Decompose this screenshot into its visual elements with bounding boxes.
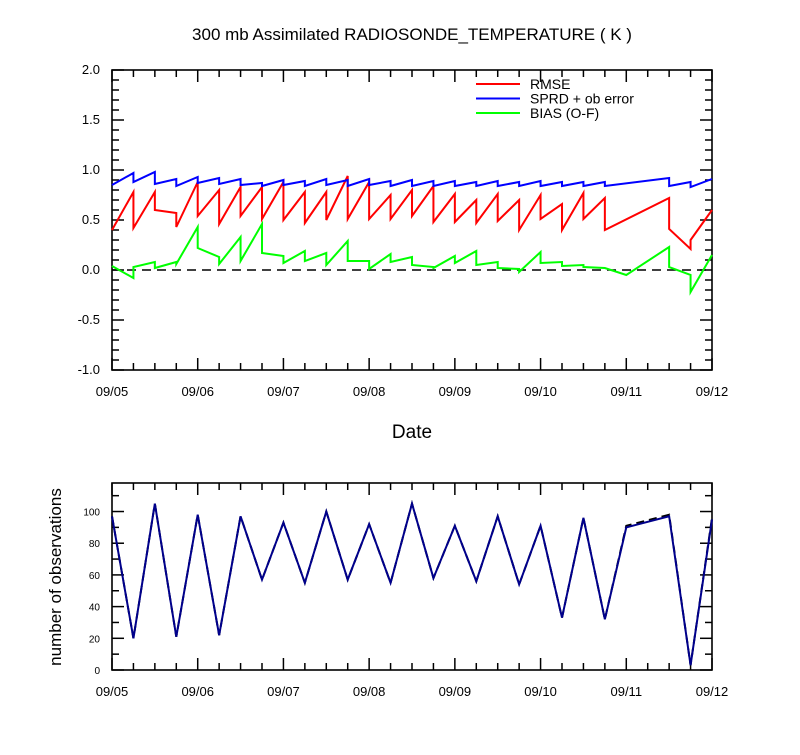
y-tick-label: 100 — [83, 508, 100, 519]
x-tick-label: 09/11 — [610, 684, 642, 699]
legend-label: BIAS (O-F) — [530, 105, 599, 121]
x-tick-label: 09/06 — [181, 384, 214, 399]
x-tick-label: 09/10 — [524, 384, 557, 399]
series-line-possible — [111, 499, 713, 666]
top-chart-title: 300 mb Assimilated RADIOSONDE_TEMPERATUR… — [192, 25, 632, 44]
y-tick-label: -1.0 — [78, 362, 100, 377]
x-tick-label: 09/08 — [353, 684, 386, 699]
x-tick-label: 09/12 — [696, 684, 729, 699]
legend-label: RMSE — [530, 76, 570, 92]
plot-frame — [111, 69, 713, 371]
series-line-used — [111, 499, 713, 666]
y-tick-label: 0.0 — [82, 262, 100, 277]
y-tick-label: 1.0 — [82, 162, 100, 177]
top-plot-area: 09/05 09/06 09/07 09/08 09/09 09/10 09/11 09/12… — [78, 62, 729, 399]
y-tick-label: 0 — [94, 666, 100, 677]
y-tick-label: 1.5 — [82, 112, 100, 127]
x-tick-label: 09/06 — [181, 684, 214, 699]
y-tick-label: 0.5 — [82, 212, 100, 227]
x-tick-label: 09/05 — [96, 684, 129, 699]
series-line-rmse — [111, 175, 713, 252]
x-tick-label: 09/05 — [96, 384, 129, 399]
legend-label: SPRD + ob error — [530, 91, 634, 107]
x-tick-label: 09/07 — [267, 684, 300, 699]
top-chart-xlabel: Date — [392, 422, 432, 443]
x-tick-label: 09/09 — [439, 384, 472, 399]
series-line-sprd-ob-error — [111, 170, 713, 189]
x-tick-label: 09/09 — [439, 684, 472, 699]
x-tick-label: 09/10 — [524, 684, 557, 699]
bottom-plot-area: 09/05 09/06 09/07 09/08 09/09 09/10 09/11 09/12… — [83, 482, 729, 699]
x-tick-label: 09/12 — [696, 384, 729, 399]
y-tick-label: -0.5 — [78, 312, 100, 327]
series-line-bias-o-f — [111, 220, 713, 296]
x-tick-label: 09/07 — [267, 384, 300, 399]
plot-frame — [111, 482, 713, 671]
x-tick-label: 09/08 — [353, 384, 386, 399]
y-tick-label: 60 — [89, 571, 101, 582]
y-tick-label: 2.0 — [82, 62, 100, 77]
y-tick-label: 40 — [89, 603, 101, 614]
y-tick-label: 20 — [89, 634, 101, 645]
x-tick-label: 09/11 — [610, 384, 642, 399]
bottom-chart-ylabel: number of observations — [46, 488, 65, 666]
y-tick-label: 80 — [89, 539, 101, 550]
